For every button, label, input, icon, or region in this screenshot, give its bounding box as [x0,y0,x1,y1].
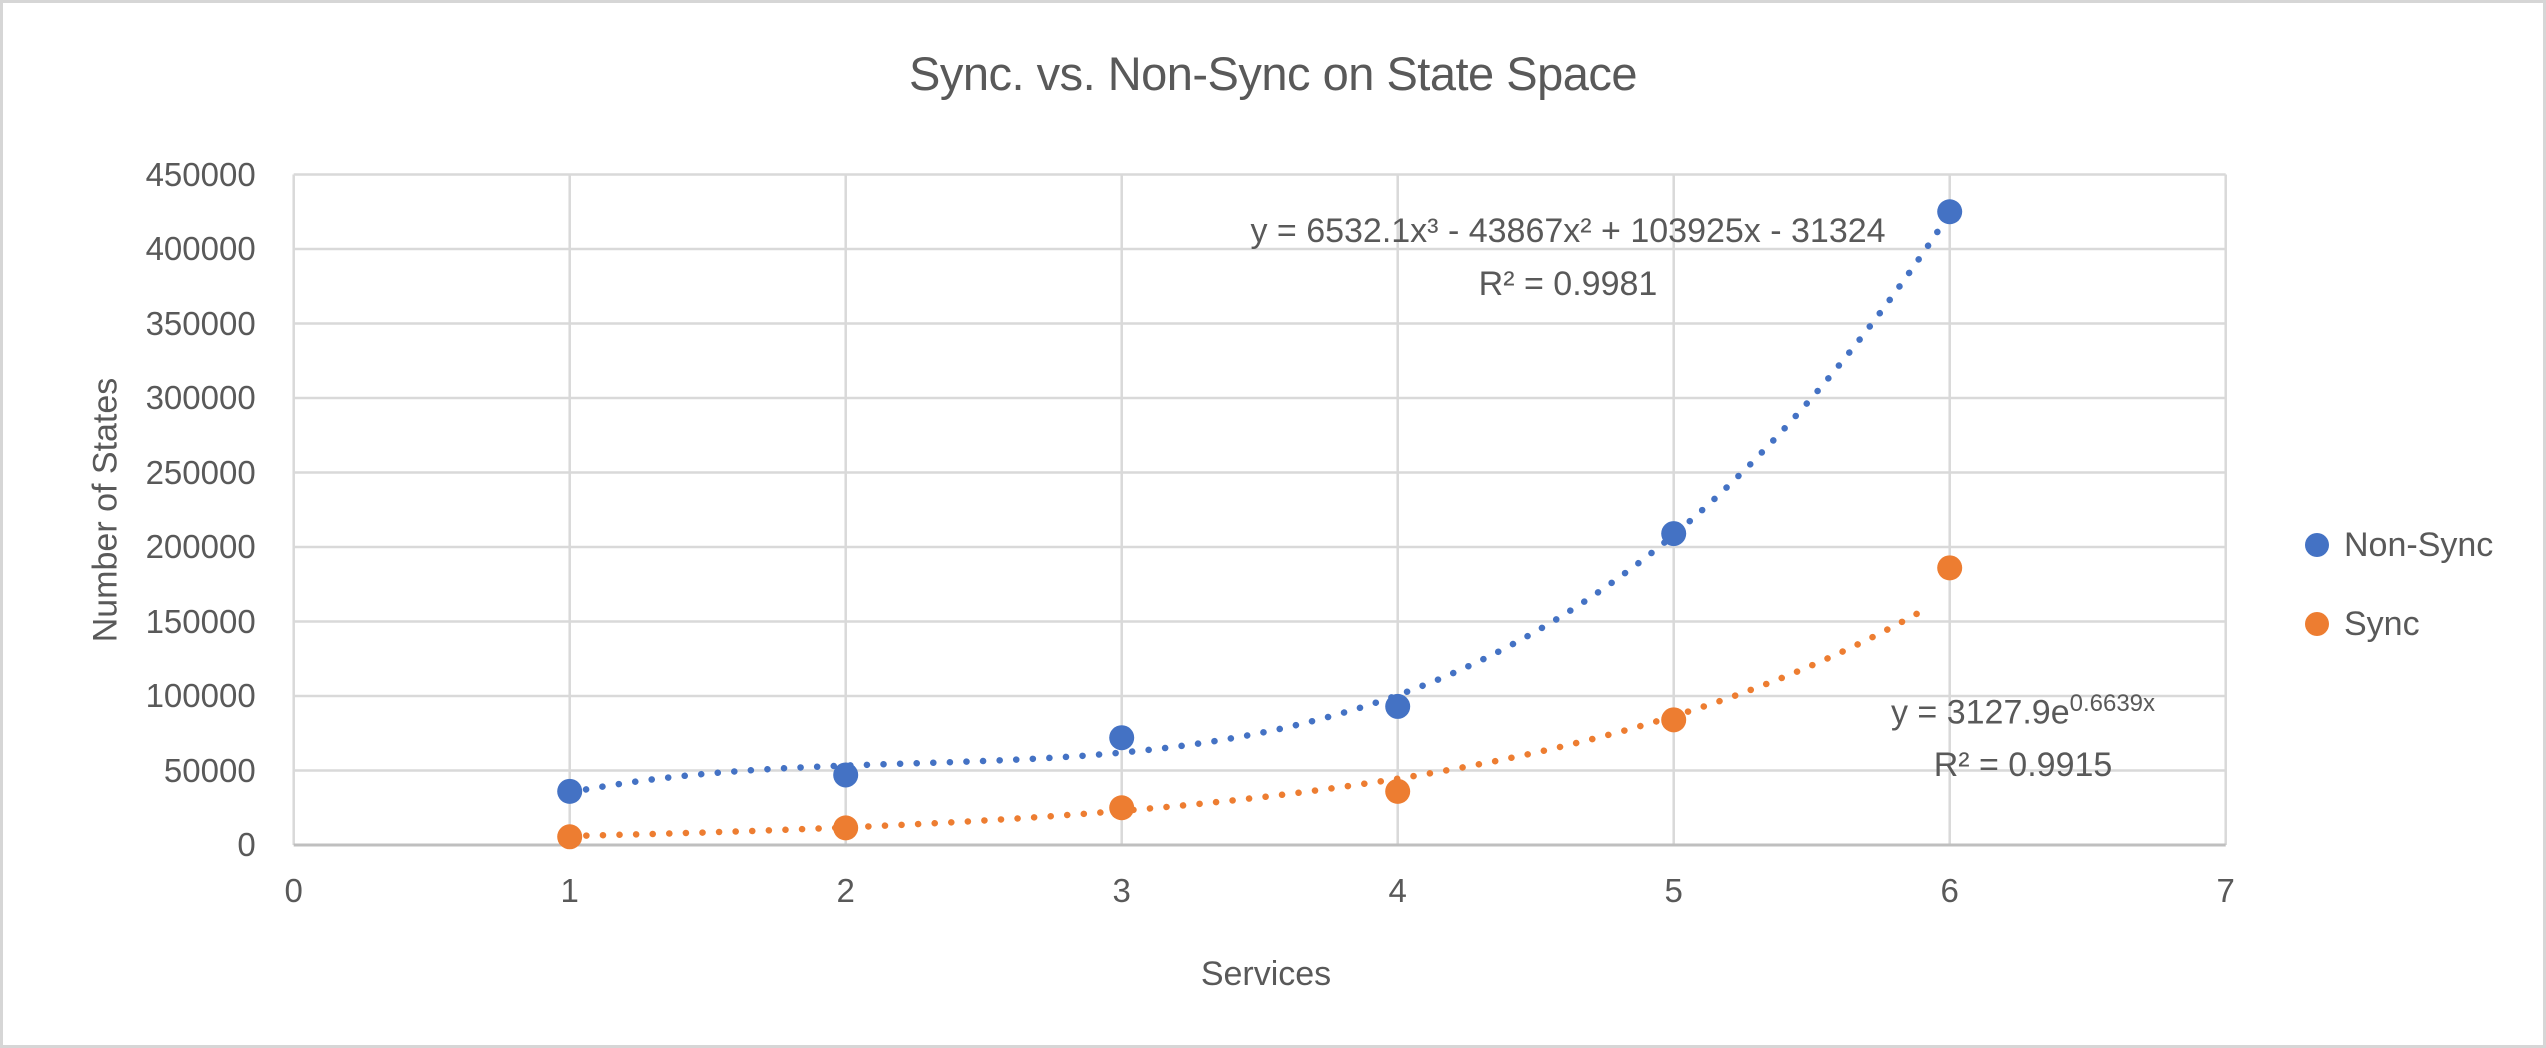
trendline-sync [566,604,1931,840]
data-point-sync[interactable] [1385,778,1411,804]
x-axis-title: Services [1200,955,1332,993]
y-tick-label: 200000 [145,528,256,565]
y-tick-label: 50000 [163,751,256,789]
y-tick-label: 450000 [145,155,256,193]
trendline-equation-sync-formula: y = 3127.9e0.6639x [1890,690,2156,732]
legend-marker-non-sync-icon [2305,533,2329,557]
legend-item-non-sync[interactable]: Non-Sync [2305,524,2493,566]
data-point-sync[interactable] [557,824,583,850]
y-tick-label: 150000 [145,602,256,640]
y-tick-label: 400000 [145,230,256,267]
data-point-sync[interactable] [1937,555,1963,581]
y-tick-label: 0 [237,826,256,863]
y-tick-label: 300000 [145,379,256,416]
y-tick-label: 350000 [145,304,256,342]
trendline-equation-non-sync-r2: R² = 0.9981 [1478,265,1658,303]
legend-label-sync: Sync [2344,604,2420,643]
chart-title: Sync. vs. Non-Sync on State Space [908,47,1638,100]
data-point-sync[interactable] [1109,795,1135,821]
legend: Non-Sync Sync [2305,524,2493,645]
y-tick-label: 100000 [145,677,256,714]
trendline-non-sync [566,210,1953,796]
y-tick-label: 250000 [145,453,256,491]
x-tick-label: 0 [284,872,303,909]
data-point-sync[interactable] [1661,707,1687,733]
x-tick-label: 5 [1664,872,1683,909]
legend-label-non-sync: Non-Sync [2344,525,2494,564]
x-tick-label: 6 [1940,872,1959,909]
data-point-non-sync[interactable] [1937,199,1963,225]
trendline-equation-non-sync: y = 6532.1x³ - 43867x² + 103925x - 31324… [1250,205,1885,311]
trendline-equation-sync: y = 3127.9e0.6639x R² = 0.9915 [1891,677,2155,792]
legend-item-sync[interactable]: Sync [2305,603,2493,645]
x-tick-label: 4 [1388,872,1407,909]
trendline-equation-sync-r2: R² = 0.9915 [1933,746,2113,785]
trendline-equation-non-sync-formula: y = 6532.1x³ - 43867x² + 103925x - 31324 [1250,212,1886,250]
x-tick-label: 7 [2216,872,2235,909]
data-point-non-sync[interactable] [1661,521,1687,547]
data-point-sync[interactable] [833,815,859,841]
x-tick-label: 3 [1112,872,1131,909]
legend-marker-sync-icon [2305,612,2329,636]
data-point-non-sync[interactable] [557,778,583,804]
data-point-non-sync[interactable] [833,762,859,788]
x-tick-label: 2 [836,872,855,909]
x-tick-label: 1 [560,872,579,909]
plot-area [292,173,2227,850]
data-point-non-sync[interactable] [1385,693,1411,719]
trendline-equation-sync-exponent: 0.6639x [2069,690,2156,717]
data-point-non-sync[interactable] [1109,725,1135,751]
